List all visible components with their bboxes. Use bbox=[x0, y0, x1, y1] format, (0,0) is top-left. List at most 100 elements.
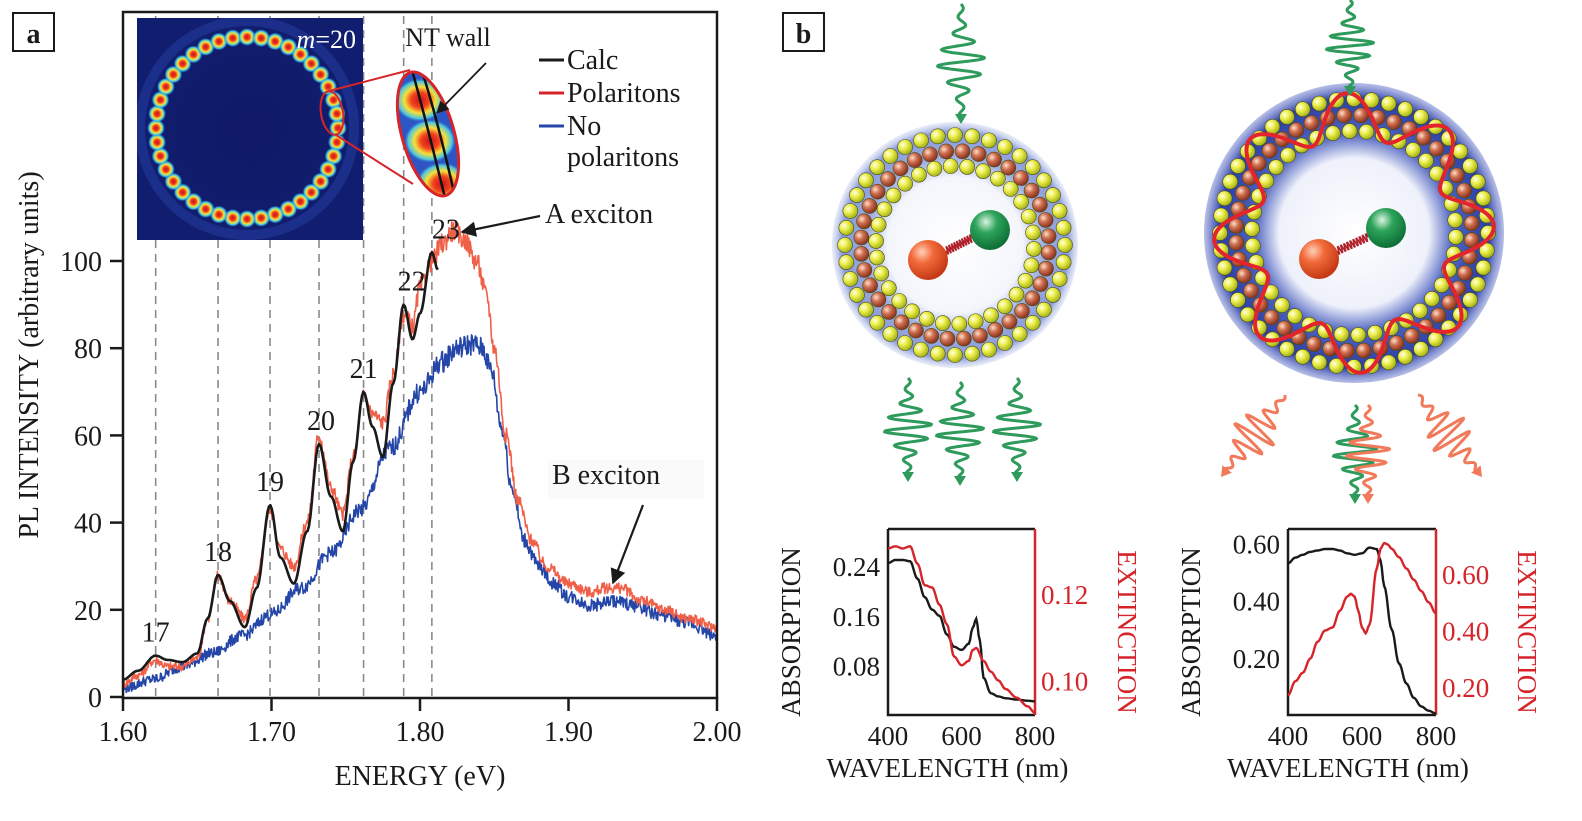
y-axis-label: ABSORPTION bbox=[1176, 547, 1206, 717]
emitted-polariton-photon-right bbox=[1417, 393, 1483, 477]
y-tick-label: 0.40 bbox=[1233, 587, 1280, 617]
chart-frame bbox=[886, 527, 1035, 717]
b-exciton-annotation: B exciton bbox=[548, 460, 704, 585]
series-extinction bbox=[1287, 541, 1437, 697]
emitted-polariton-photon-left bbox=[1220, 394, 1287, 477]
nt-wall-arrow bbox=[436, 62, 487, 114]
series-absorption bbox=[887, 558, 1036, 703]
series-extinction bbox=[887, 545, 1036, 714]
hole-sphere-icon bbox=[1366, 208, 1406, 248]
polariton-standing-wave bbox=[1212, 91, 1496, 375]
y-tick-label: 0.20 bbox=[1233, 644, 1280, 674]
x-axis-label: WAVELENGTH (nm) bbox=[1227, 753, 1469, 783]
panel-a-label: a bbox=[27, 19, 41, 50]
panel-a: a 1.60 1.70 1.80 1.90 2.00 0 20 40 60 80 100 ENERG… bbox=[12, 10, 742, 792]
exciton-dumbbell bbox=[1299, 208, 1406, 279]
y-tick-label: 60 bbox=[74, 421, 102, 452]
mode-label-20: 20 bbox=[307, 406, 335, 437]
a-exciton-label: A exciton bbox=[545, 199, 653, 230]
y2-tick-label: 0.12 bbox=[1041, 580, 1088, 610]
emitted-polariton-photon-center bbox=[1344, 403, 1392, 504]
x-tick-label: 600 bbox=[1342, 721, 1383, 751]
panel-a-series bbox=[123, 220, 717, 694]
electron-sphere-icon bbox=[1299, 239, 1339, 279]
y-tick-label: 0.08 bbox=[833, 651, 880, 681]
nanotube-atoms bbox=[837, 127, 1073, 363]
x-tick-label: 400 bbox=[1268, 721, 1309, 751]
x-tick-label: 800 bbox=[1416, 721, 1457, 751]
y-tick-label: 0 bbox=[88, 683, 102, 714]
y-tick-label: 80 bbox=[74, 334, 102, 365]
panel-b-label: b bbox=[796, 19, 812, 50]
exciton-dumbbell bbox=[908, 210, 1010, 280]
y-tick-label: 0.24 bbox=[833, 552, 881, 582]
electron-sphere-icon bbox=[908, 240, 948, 280]
nanotube-without-polaritons bbox=[832, 122, 1078, 368]
zoom-connector-top bbox=[328, 69, 411, 92]
emitted-photon-left-1 bbox=[882, 376, 934, 482]
mode-label-21: 21 bbox=[350, 354, 378, 385]
series-calc bbox=[123, 251, 439, 681]
panel-b-label-box: b bbox=[782, 12, 825, 52]
absorption-extinction-chart-right: 400 600 800 0.20 0.40 0.60 0.20 0.40 0.60 WAVELEN… bbox=[1176, 527, 1542, 783]
y2-tick-label: 0.20 bbox=[1442, 673, 1489, 703]
mode-number-label: m=20 bbox=[297, 25, 356, 54]
incident-photon-right bbox=[1324, 0, 1376, 96]
y2-axis-label: EXTINCTION bbox=[1112, 550, 1142, 713]
chart-frame bbox=[1286, 527, 1436, 717]
x-tick-label: 1.90 bbox=[544, 717, 593, 748]
nanotube-with-polaritons bbox=[1204, 83, 1504, 383]
legend-label-calc: Calc bbox=[567, 45, 618, 76]
panel-a-label-box: a bbox=[12, 12, 55, 52]
legend: Calc Polaritons No polaritons bbox=[539, 45, 681, 173]
mode-label-17: 17 bbox=[142, 618, 170, 649]
emitted-photon-right-3 bbox=[991, 376, 1043, 482]
x-axis-label: WAVELENGTH (nm) bbox=[827, 753, 1069, 783]
exciton-spring-icon bbox=[1336, 233, 1369, 255]
photon-wave-packets bbox=[882, 0, 1483, 504]
y2-axis-label: EXTINCTION bbox=[1512, 550, 1542, 713]
legend-label-no: No bbox=[567, 111, 601, 142]
emitted-photon-left-2 bbox=[934, 380, 986, 486]
legend-item-polaritons: Polaritons bbox=[539, 78, 681, 109]
mode-label-22: 22 bbox=[398, 267, 426, 298]
y-axis-label: PL INTENSITY (arbitrary units) bbox=[14, 171, 45, 538]
x-tick-label: 400 bbox=[868, 721, 909, 751]
zoom-region-marker bbox=[319, 90, 345, 136]
absorption-extinction-chart-left: 400 600 800 0.08 0.16 0.24 0.10 0.12 WAVELENGTH … bbox=[776, 527, 1142, 783]
a-exciton-arrow bbox=[460, 214, 541, 237]
x-tick-label: 1.80 bbox=[396, 717, 445, 748]
exciton-spring-icon bbox=[945, 234, 973, 255]
y-tick-label: 100 bbox=[60, 247, 102, 278]
y2-tick-label: 0.60 bbox=[1442, 560, 1489, 590]
x-tick-label: 2.00 bbox=[693, 717, 742, 748]
legend-item-no-polaritons: No polaritons bbox=[539, 111, 679, 173]
y-tick-label: 0.60 bbox=[1233, 529, 1280, 559]
series-absorption bbox=[1287, 546, 1437, 715]
series-no-polaritons bbox=[123, 334, 717, 694]
nt-wall-zoom: NT wall bbox=[394, 23, 491, 203]
panel-a-axes: 1.60 1.70 1.80 1.90 2.00 0 20 40 60 80 100 bbox=[60, 247, 742, 748]
y-tick-label: 20 bbox=[74, 596, 102, 627]
y2-tick-label: 0.10 bbox=[1041, 666, 1088, 696]
legend-label-polaritons-2: polaritons bbox=[567, 142, 679, 173]
legend-item-calc: Calc bbox=[539, 45, 618, 76]
mode-label-23: 23 bbox=[432, 214, 460, 245]
b-exciton-label: B exciton bbox=[552, 460, 660, 491]
nt-wall-label: NT wall bbox=[405, 23, 490, 52]
b-exciton-arrow bbox=[610, 504, 645, 585]
y-axis-label: ABSORPTION bbox=[776, 547, 806, 717]
legend-label-polaritons: Polaritons bbox=[567, 78, 681, 109]
mode-label-18: 18 bbox=[204, 537, 232, 568]
y-tick-label: 0.16 bbox=[833, 602, 880, 632]
x-tick-label: 1.60 bbox=[99, 717, 148, 748]
zoom-connector-bottom bbox=[335, 134, 414, 185]
hole-sphere-icon bbox=[970, 210, 1010, 250]
incident-photon-left bbox=[935, 3, 987, 124]
x-tick-label: 800 bbox=[1015, 721, 1056, 751]
x-axis-label: ENERGY (eV) bbox=[335, 761, 506, 792]
a-exciton-annotation: A exciton bbox=[460, 199, 653, 237]
